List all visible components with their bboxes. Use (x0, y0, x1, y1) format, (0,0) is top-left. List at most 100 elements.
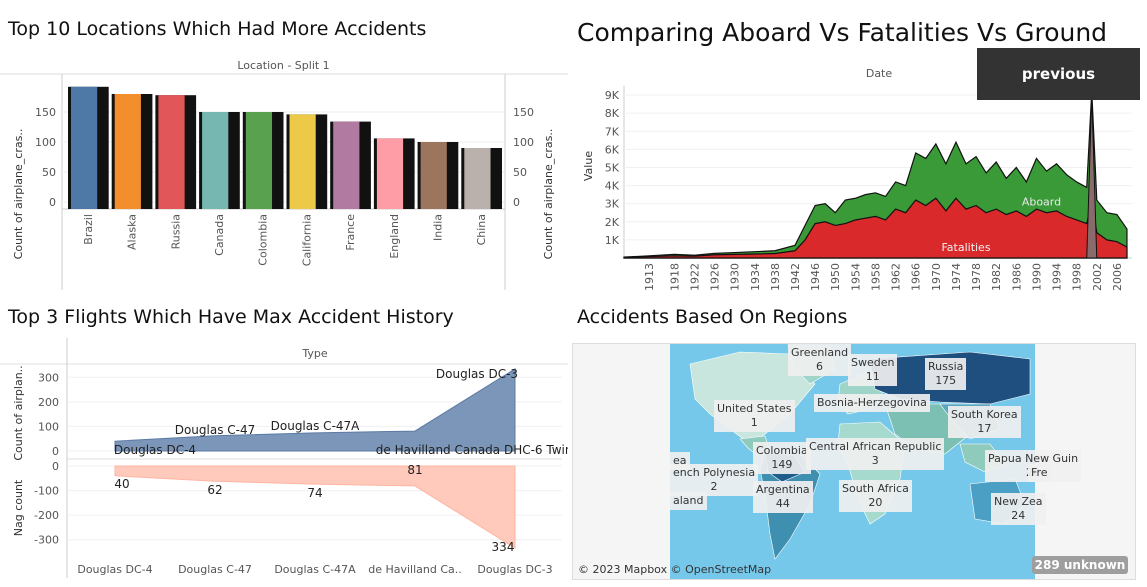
flights-neg-label-1: 62 (207, 483, 222, 497)
aboard-xtick-1974: 1974 (950, 263, 963, 291)
map-label-united-states[interactable]: United States 1 (714, 400, 795, 432)
map-label-name: Papua New Guin (988, 452, 1079, 465)
aboard-xtick-1950: 1950 (829, 263, 842, 291)
map-label-bosnia-herzegovina[interactable]: Bosnia-Herzegovina (814, 394, 930, 412)
map-label-ench-polynesia[interactable]: ench Polynesia 2 (670, 464, 759, 496)
aboard-xtick-1922: 1922 (688, 263, 701, 291)
bar-india[interactable] (420, 142, 447, 209)
top10-yaxis-label-right: Count of airplane_cras.. (542, 129, 555, 260)
bar-brazil[interactable] (71, 86, 98, 209)
flights-ytick-top: 300 (38, 371, 59, 384)
flights-positive-area[interactable] (114, 368, 516, 452)
map-label-value: 20 (868, 496, 883, 509)
aboard-xtick-1938: 1938 (769, 263, 782, 291)
aboard-xtick-1990: 1990 (1030, 263, 1043, 291)
flights-negative-area[interactable] (114, 465, 516, 549)
bar-colombia[interactable] (245, 112, 273, 209)
flights-ytick-top: 200 (38, 396, 59, 409)
bar-china[interactable] (464, 148, 491, 209)
flights-xtick-0: Douglas DC-4 (77, 563, 152, 576)
flights-xtick-4: Douglas DC-3 (477, 563, 552, 576)
aboard-xtick-1954: 1954 (849, 263, 862, 291)
flights-xtick-2: Douglas C-47A (274, 563, 356, 576)
map-attribution[interactable]: © 2023 Mapbox © OpenStreetMap (578, 563, 772, 576)
top10-ytick-left: 100 (35, 136, 56, 149)
top10-ytick-left: 0 (49, 196, 56, 209)
flights-ytick-bottom: -300 (34, 534, 59, 547)
aboard-xtick-1982: 1982 (990, 263, 1003, 291)
map-label-name: Argentina (756, 483, 810, 496)
bar-russia[interactable] (158, 95, 185, 209)
map-label-fre[interactable]: Fre (1028, 464, 1051, 482)
bar-england[interactable] (376, 138, 404, 209)
top10-ytick-right: 150 (513, 106, 534, 119)
map-label-greenland[interactable]: Greenland 6 (788, 344, 852, 376)
flights-yaxis-top: Count of airplan.. (12, 365, 25, 460)
map-label-value: 17 (977, 422, 992, 435)
bar-france[interactable] (333, 121, 360, 209)
flights-ytick-bottom: -200 (34, 509, 59, 522)
ground-spike[interactable] (1086, 95, 1098, 259)
flights-neg-label-4: 334 (492, 540, 515, 554)
xtick-alaska: Alaska (126, 214, 139, 250)
previous-button[interactable]: previous (977, 48, 1140, 100)
flights-area-chart[interactable]: Type 300 200 100 0 0 -100 -200 -300 Count of airp… (0, 338, 568, 584)
map-label-aland[interactable]: aland (670, 492, 707, 510)
aboard-header-label: Date (866, 67, 893, 80)
aboard-xtick-1913: 1913 (643, 263, 656, 291)
map-label-value: 149 (771, 458, 793, 471)
aboard-xtick-1926: 1926 (709, 263, 722, 291)
map-label-value: 11 (865, 370, 880, 383)
map-label-russia[interactable]: Russia 175 (925, 358, 967, 390)
map-label-name: Central African Republic (809, 440, 942, 453)
map-label-name: United States (717, 402, 792, 415)
flights-series-label-1: Douglas C-47 (175, 423, 256, 437)
top10-bar-chart[interactable]: Location - Split 1 150 150 100 100 50 50 0 0 Coun… (0, 52, 568, 292)
aboard-xtick-1986: 1986 (1010, 263, 1023, 291)
aboard-xtick-1918: 1918 (668, 263, 681, 291)
map-label-new-zea[interactable]: New Zea 24 (991, 493, 1046, 525)
map-label-value: 175 (935, 374, 957, 387)
xtick-china: China (475, 214, 488, 245)
aboard-xtick-1946: 1946 (809, 263, 822, 291)
map-label-name: South Korea (951, 408, 1018, 421)
aboard-xtick-1942: 1942 (789, 263, 802, 291)
aboard-xtick-1930: 1930 (729, 263, 742, 291)
map-label-sweden[interactable]: Sweden 11 (848, 354, 898, 386)
map-label-name: South Africa (842, 482, 909, 495)
map-label-value: 3 (871, 454, 879, 467)
fatalities-area[interactable] (623, 197, 1128, 259)
map-label-south-korea[interactable]: South Korea 17 (948, 406, 1021, 438)
aboard-xtick-1934: 1934 (749, 263, 762, 291)
aboard-ytick: 4K (605, 180, 620, 193)
aboard-xtick-1998: 1998 (1071, 263, 1084, 291)
xtick-brazil: Brazil (82, 214, 95, 245)
aboard-series-label: Aboard (1022, 195, 1061, 208)
aboard-ytick: 8K (605, 107, 620, 120)
map-label-argentina[interactable]: Argentina 44 (753, 481, 813, 513)
map-label-colombia[interactable]: Colombia 149 (753, 442, 811, 474)
map-label-name: Sweden (851, 356, 895, 369)
xtick-england: England (388, 214, 401, 259)
map-label-central-african-republic[interactable]: Central African Republic 3 (806, 438, 945, 470)
bar-california[interactable] (289, 114, 316, 209)
unknown-count-badge[interactable]: 289 unknown (1032, 556, 1128, 574)
aboard-xtick-2002: 2002 (1091, 263, 1104, 291)
flights-title: Top 3 Flights Which Have Max Accident Hi… (8, 306, 454, 328)
map-label-name: Greenland (791, 346, 849, 359)
aboard-ytick: 9K (605, 89, 620, 102)
aboard-xtick-1978: 1978 (970, 263, 983, 291)
map-label-south-africa[interactable]: South Africa 20 (839, 480, 912, 512)
flights-yaxis-bottom: Nag count (12, 479, 25, 536)
flights-ytick-bottom: 0 (52, 460, 59, 473)
bar-canada[interactable] (202, 112, 229, 209)
top10-yaxis-label-left: Count of airplane_cras.. (12, 129, 25, 260)
aboard-area-chart[interactable]: Date 9K 8K 7K 6K 5K 4K 3K 2K 1K Value Aboard Fatalit… (572, 56, 1147, 294)
map-container[interactable]: Greenland 6 Sweden 11 Russia 175 United States… (572, 343, 1136, 580)
xtick-colombia: Colombia (257, 214, 270, 266)
bar-alaska[interactable] (114, 94, 141, 209)
aboard-ytick: 6K (605, 143, 620, 156)
flights-header-label: Type (301, 347, 327, 360)
aboard-yaxis-label: Value (582, 151, 595, 181)
xtick-canada: Canada (213, 214, 226, 256)
